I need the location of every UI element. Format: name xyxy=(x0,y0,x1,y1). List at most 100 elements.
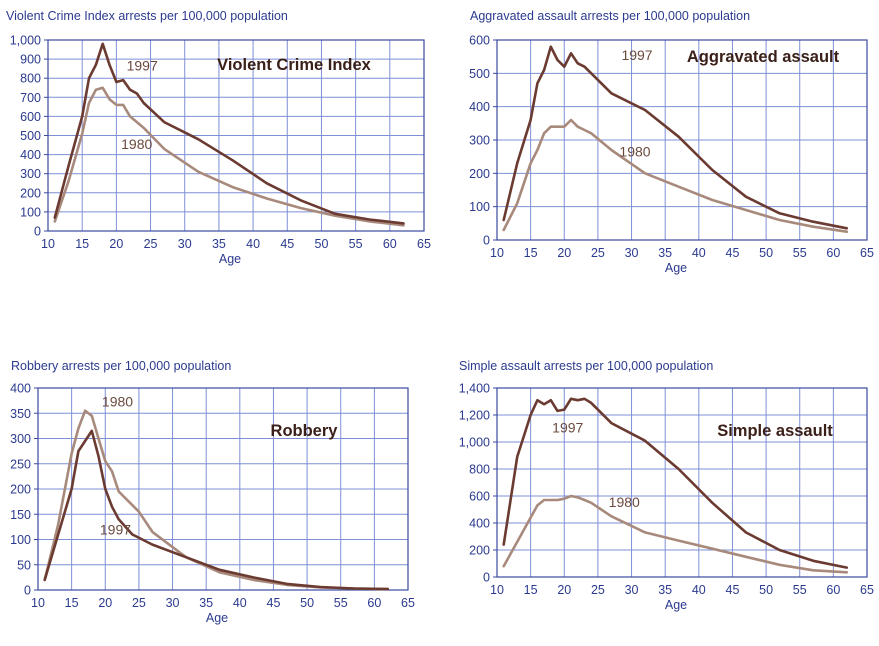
y-tick-label: 200 xyxy=(469,167,490,181)
x-tick-label: 55 xyxy=(334,596,348,610)
plot-area xyxy=(497,388,867,577)
x-tick-label: 35 xyxy=(199,596,213,610)
x-axis-label: Age xyxy=(665,598,687,612)
x-tick-label: 55 xyxy=(793,246,807,260)
y-tick-label: 0 xyxy=(483,234,490,248)
panel-label: Aggravated assault xyxy=(687,48,840,66)
y-tick-label: 100 xyxy=(10,533,31,547)
y-tick-label: 500 xyxy=(20,129,41,143)
y-tick-label: 400 xyxy=(469,517,490,531)
y-tick-label: 0 xyxy=(483,571,490,585)
y-tick-label: 900 xyxy=(20,53,41,67)
x-tick-label: 35 xyxy=(658,246,672,260)
x-tick-label: 65 xyxy=(860,246,874,260)
x-tick-label: 65 xyxy=(417,237,431,251)
x-tick-label: 25 xyxy=(132,596,146,610)
x-tick-label: 40 xyxy=(692,583,706,597)
x-tick-label: 30 xyxy=(625,246,639,260)
x-tick-label: 15 xyxy=(65,596,79,610)
panel-label: Simple assault xyxy=(717,422,833,440)
series-annotation-1980: 1980 xyxy=(102,394,133,410)
y-tick-label: 300 xyxy=(20,167,41,181)
series-line-1980 xyxy=(502,494,849,574)
plot-frame xyxy=(47,39,425,232)
y-tick-label: 600 xyxy=(469,490,490,504)
x-tick-label: 65 xyxy=(401,596,415,610)
x-tick-label: 15 xyxy=(524,583,538,597)
x-tick-label: 10 xyxy=(490,246,504,260)
x-tick-label: 65 xyxy=(860,583,874,597)
x-tick-label: 45 xyxy=(726,246,740,260)
plot-frame xyxy=(496,39,868,241)
y-tick-label: 200 xyxy=(469,544,490,558)
panel-label: Robbery xyxy=(271,422,339,440)
series-line-1997 xyxy=(502,397,849,569)
y-tick-label: 50 xyxy=(17,558,31,572)
x-tick-label: 45 xyxy=(726,583,740,597)
series-line-1997 xyxy=(502,45,849,230)
x-axis-label: Age xyxy=(665,261,687,275)
y-tick-label: 0 xyxy=(34,225,41,239)
x-tick-label: 60 xyxy=(383,237,397,251)
y-tick-label: 1,000 xyxy=(459,436,490,450)
series-annotation-1980: 1980 xyxy=(121,136,152,152)
y-tick-label: 300 xyxy=(10,432,31,446)
y-tick-label: 100 xyxy=(469,200,490,214)
x-tick-label: 10 xyxy=(41,237,55,251)
x-tick-label: 30 xyxy=(166,596,180,610)
y-tick-label: 400 xyxy=(469,100,490,114)
chart-svg: 10 15 20 25 30 35 40 45 50 55 60 65 0 100 200 300 400 500… xyxy=(10,34,431,267)
x-tick-label: 45 xyxy=(267,596,281,610)
series-annotation-1997: 1997 xyxy=(552,420,583,436)
series-annotation-1997: 1997 xyxy=(621,47,652,63)
chart-title: Simple assault arrests per 100,000 popul… xyxy=(459,359,714,373)
x-tick-label: 40 xyxy=(233,596,247,610)
x-tick-label: 50 xyxy=(759,246,773,260)
series-annotation-1980: 1980 xyxy=(609,494,640,510)
y-tick-label: 200 xyxy=(10,483,31,497)
series-annotation-1997: 1997 xyxy=(127,58,158,74)
x-tick-label: 35 xyxy=(212,237,226,251)
y-tick-label: 300 xyxy=(469,134,490,148)
x-tick-label: 15 xyxy=(524,246,538,260)
y-tick-label: 800 xyxy=(20,72,41,86)
y-tick-label: 200 xyxy=(20,186,41,200)
y-tick-label: 1,200 xyxy=(459,409,490,423)
plot-frame xyxy=(37,387,409,591)
chart-svg: 10 15 20 25 30 35 40 45 50 55 60 65 0 50 100 150 200 250 3… xyxy=(10,382,415,626)
series-annotation-1997: 1997 xyxy=(100,521,131,537)
series-annotation-1980: 1980 xyxy=(619,144,650,160)
y-tick-label: 150 xyxy=(10,508,31,522)
y-tick-label: 1,000 xyxy=(10,34,41,48)
x-tick-label: 20 xyxy=(98,596,112,610)
y-tick-label: 100 xyxy=(20,205,41,219)
x-tick-label: 20 xyxy=(557,246,571,260)
series-line-1997 xyxy=(43,429,390,591)
x-tick-label: 40 xyxy=(692,246,706,260)
x-tick-label: 20 xyxy=(109,237,123,251)
chart-title: Aggravated assault arrests per 100,000 p… xyxy=(470,9,751,23)
x-tick-label: 25 xyxy=(591,246,605,260)
panel-label: Violent Crime Index xyxy=(217,56,372,74)
x-tick-label: 25 xyxy=(591,583,605,597)
x-tick-label: 60 xyxy=(826,583,840,597)
chart-svg: 10 15 20 25 30 35 40 45 50 55 60 65 0 200 400 600 800 1,0… xyxy=(459,382,874,613)
x-tick-label: 20 xyxy=(557,583,571,597)
x-tick-label: 40 xyxy=(246,237,260,251)
x-tick-label: 50 xyxy=(759,583,773,597)
x-tick-label: 55 xyxy=(793,583,807,597)
y-tick-label: 700 xyxy=(20,91,41,105)
series-line-1997 xyxy=(53,42,405,225)
x-axis-label: Age xyxy=(219,252,241,266)
x-tick-label: 30 xyxy=(178,237,192,251)
y-tick-label: 250 xyxy=(10,457,31,471)
x-tick-label: 60 xyxy=(367,596,381,610)
y-tick-label: 400 xyxy=(20,148,41,162)
x-tick-label: 55 xyxy=(349,237,363,251)
x-tick-label: 50 xyxy=(300,596,314,610)
x-tick-label: 30 xyxy=(625,583,639,597)
x-tick-label: 10 xyxy=(490,583,504,597)
y-tick-label: 800 xyxy=(469,463,490,477)
y-tick-label: 400 xyxy=(10,382,31,396)
y-tick-label: 1,400 xyxy=(459,382,490,396)
